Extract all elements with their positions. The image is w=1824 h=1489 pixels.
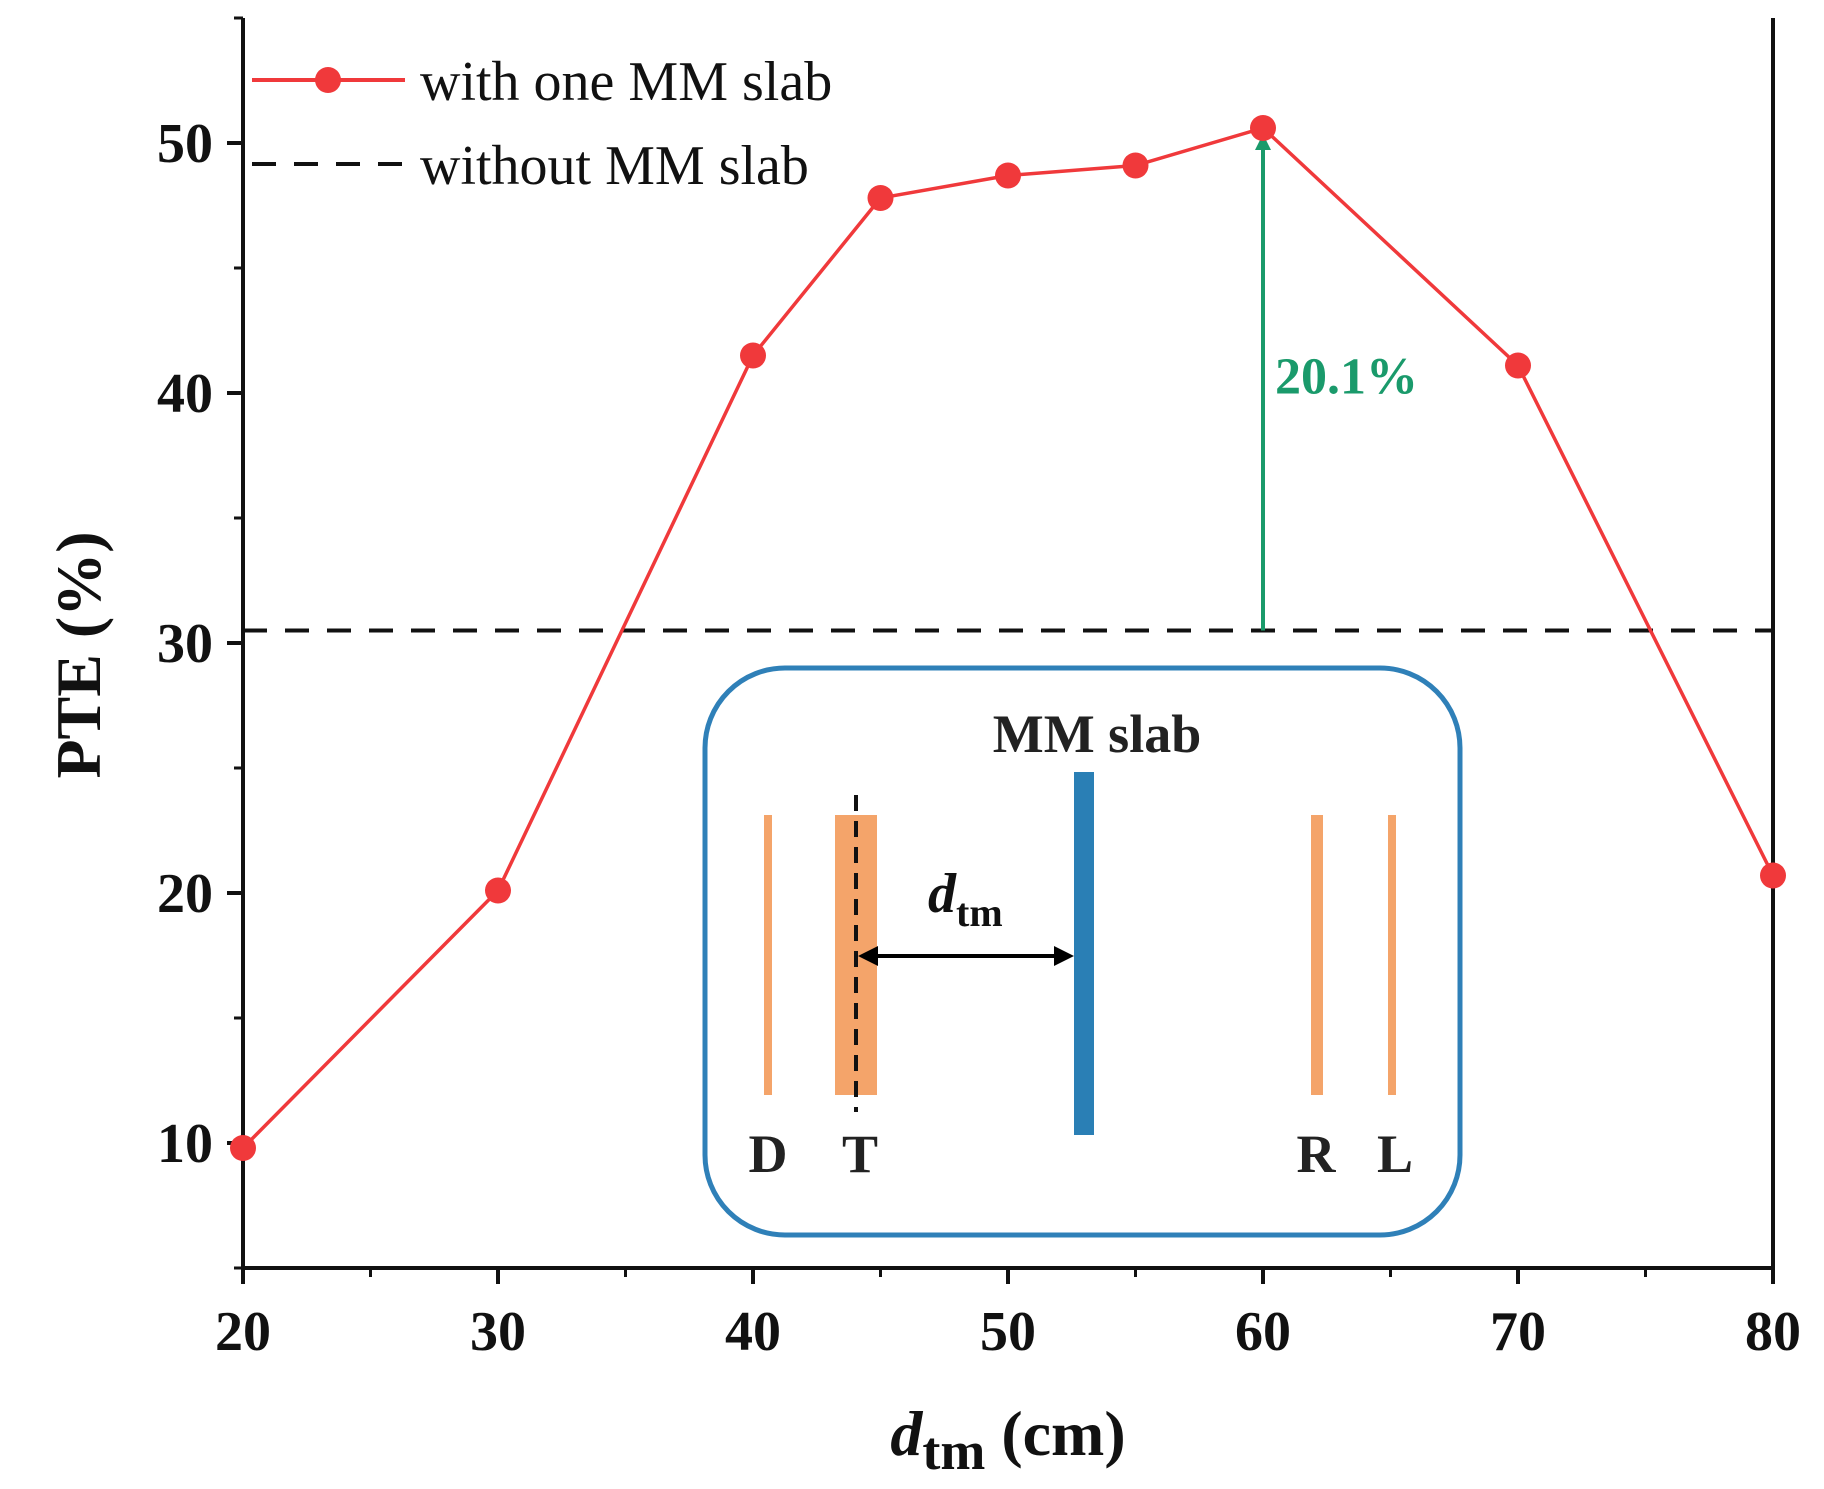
data-point-45 [867, 185, 894, 211]
x-tick-label-40: 40 [725, 1301, 781, 1363]
legend: with one MM slab without MM slab [252, 51, 832, 197]
inset-label-t: T [842, 1124, 878, 1184]
x-tick-label-50: 50 [980, 1301, 1036, 1363]
data-point-50 [995, 162, 1021, 189]
coil-r [1311, 815, 1323, 1095]
legend-label-series2: without MM slab [420, 135, 809, 197]
y-axis-title: PTE (%) [43, 531, 114, 778]
y-tick-label-50: 50 [157, 113, 213, 175]
inset-label-d: D [749, 1124, 788, 1184]
y-tick-label-20: 20 [157, 863, 213, 925]
inset-diagram: MM slab dtm D T R L [702, 665, 1463, 1238]
data-point-40 [740, 342, 766, 369]
coil-d [764, 815, 772, 1095]
inset-label-l: L [1377, 1124, 1413, 1184]
y-tick-label-40: 40 [157, 363, 213, 425]
x-tick-label-60: 60 [1235, 1301, 1291, 1363]
x-ticks: 20 30 40 50 60 70 80 [215, 1268, 1801, 1363]
data-point-55 [1122, 152, 1149, 179]
x-axis-title-sub: tm [922, 1421, 985, 1481]
x-axis-title: dtm (cm) [890, 1398, 1125, 1481]
distance-label-sub: tm [956, 890, 1003, 935]
x-tick-label-70: 70 [1490, 1301, 1546, 1363]
annotation-label: 20.1% [1275, 348, 1418, 405]
data-point-30 [485, 877, 511, 904]
y-tick-label-30: 30 [157, 613, 213, 675]
x-tick-label-80: 80 [1745, 1301, 1801, 1363]
data-point-60 [1250, 115, 1276, 141]
data-point-20 [230, 1135, 256, 1161]
data-point-70 [1505, 352, 1531, 379]
series-points [230, 115, 1786, 1161]
distance-label-main: d [928, 863, 957, 925]
x-axis-title-unit: (cm) [985, 1398, 1125, 1469]
inset-label-r: R [1297, 1124, 1337, 1184]
data-point-80 [1760, 862, 1786, 889]
coil-l [1388, 815, 1396, 1095]
y-ticks: 10 20 30 40 50 [157, 16, 243, 1270]
mm-slab [1074, 772, 1094, 1135]
inset-title: MM slab [993, 704, 1202, 764]
x-tick-label-30: 30 [470, 1301, 526, 1363]
distance-label: dtm [928, 863, 1003, 935]
legend-label-series1: with one MM slab [420, 51, 832, 113]
y-tick-label-10: 10 [157, 1113, 213, 1175]
x-axis-title-main: d [890, 1398, 923, 1469]
x-tick-label-20: 20 [215, 1301, 271, 1363]
legend-marker-series1 [315, 67, 341, 93]
